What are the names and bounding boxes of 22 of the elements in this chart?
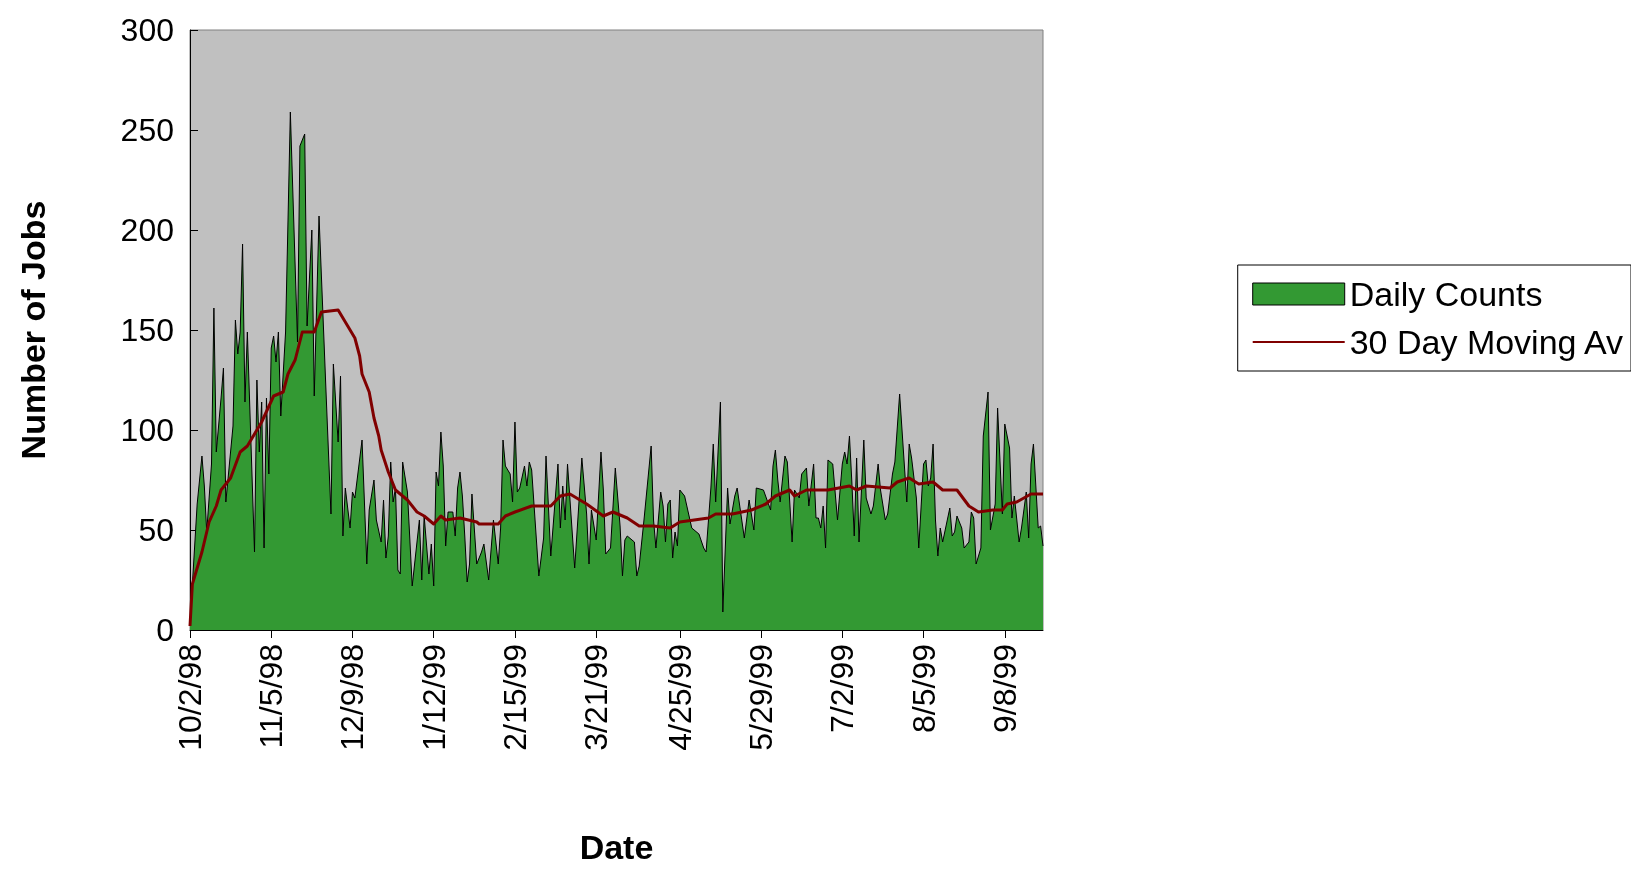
y-tick-label: 200 bbox=[120, 212, 174, 248]
y-tick-label: 250 bbox=[120, 112, 174, 148]
x-tick-label: 11/5/98 bbox=[253, 644, 290, 749]
x-tick-label: 10/2/98 bbox=[172, 644, 208, 751]
x-tick-label: 12/9/98 bbox=[334, 644, 371, 751]
x-tick-label: 2/15/99 bbox=[496, 644, 533, 751]
y-axis-title: Number of Jobs bbox=[14, 200, 52, 460]
y-tick-label: 100 bbox=[120, 412, 174, 448]
legend-label: 30 Day Moving Av bbox=[1349, 323, 1624, 361]
y-tick-label: 300 bbox=[120, 12, 174, 48]
y-tick-label: 0 bbox=[156, 612, 174, 648]
x-tick-label: 3/21/99 bbox=[578, 644, 615, 751]
x-tick-label: 7/2/99 bbox=[824, 644, 861, 733]
x-tick-label: 9/8/99 bbox=[986, 644, 1023, 733]
x-axis-title: Date bbox=[579, 828, 654, 866]
x-tick-label: 8/5/99 bbox=[905, 644, 942, 733]
x-tick-label: 4/25/99 bbox=[661, 644, 698, 751]
y-tick-label: 50 bbox=[138, 512, 174, 548]
legend-label: Daily Counts bbox=[1349, 275, 1543, 313]
y-tick-label: 150 bbox=[120, 312, 174, 348]
x-tick-label: 1/12/99 bbox=[415, 644, 452, 751]
x-tick-label: 5/29/99 bbox=[743, 644, 780, 751]
